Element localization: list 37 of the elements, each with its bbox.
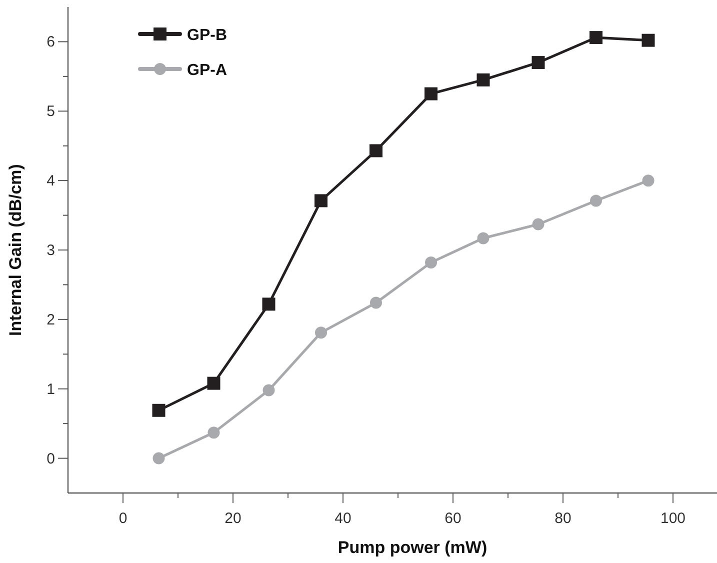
point	[532, 218, 544, 230]
y-tick-label: 2	[46, 311, 55, 328]
point	[590, 194, 602, 207]
legend-label: GP-A	[187, 62, 228, 79]
x-tick-label: 100	[660, 510, 686, 527]
x-tick-label: 0	[118, 510, 128, 527]
point	[314, 194, 328, 208]
y-tick-label: 5	[46, 103, 55, 120]
y-axis-title: Internal Gain (dB/cm)	[6, 164, 25, 336]
y-tick-label: 0	[46, 450, 55, 468]
point	[152, 404, 166, 417]
x-axis-title: Pump power (mW)	[338, 538, 488, 557]
y-tick-label: 3	[46, 242, 55, 259]
x-tick-label: 40	[334, 510, 352, 527]
legend-label: GP-B	[187, 27, 227, 44]
point	[476, 73, 490, 86]
point	[370, 296, 382, 309]
point	[425, 256, 437, 268]
point	[152, 452, 165, 464]
y-tick-label: 1	[46, 380, 55, 398]
y-tick-label: 6	[46, 34, 55, 51]
point	[370, 144, 382, 158]
x-tick-label: 60	[444, 510, 462, 527]
point	[315, 326, 327, 339]
x-tick-label: 20	[224, 510, 242, 527]
point	[262, 298, 276, 311]
point	[642, 174, 654, 187]
point	[590, 31, 602, 44]
y-tick-label: 4	[46, 172, 55, 190]
point	[262, 384, 275, 396]
point	[424, 87, 438, 100]
point	[477, 232, 490, 244]
point	[642, 34, 655, 47]
point	[207, 376, 220, 390]
x-tick-label: 80	[554, 510, 572, 527]
point	[532, 56, 545, 70]
point	[208, 426, 220, 439]
